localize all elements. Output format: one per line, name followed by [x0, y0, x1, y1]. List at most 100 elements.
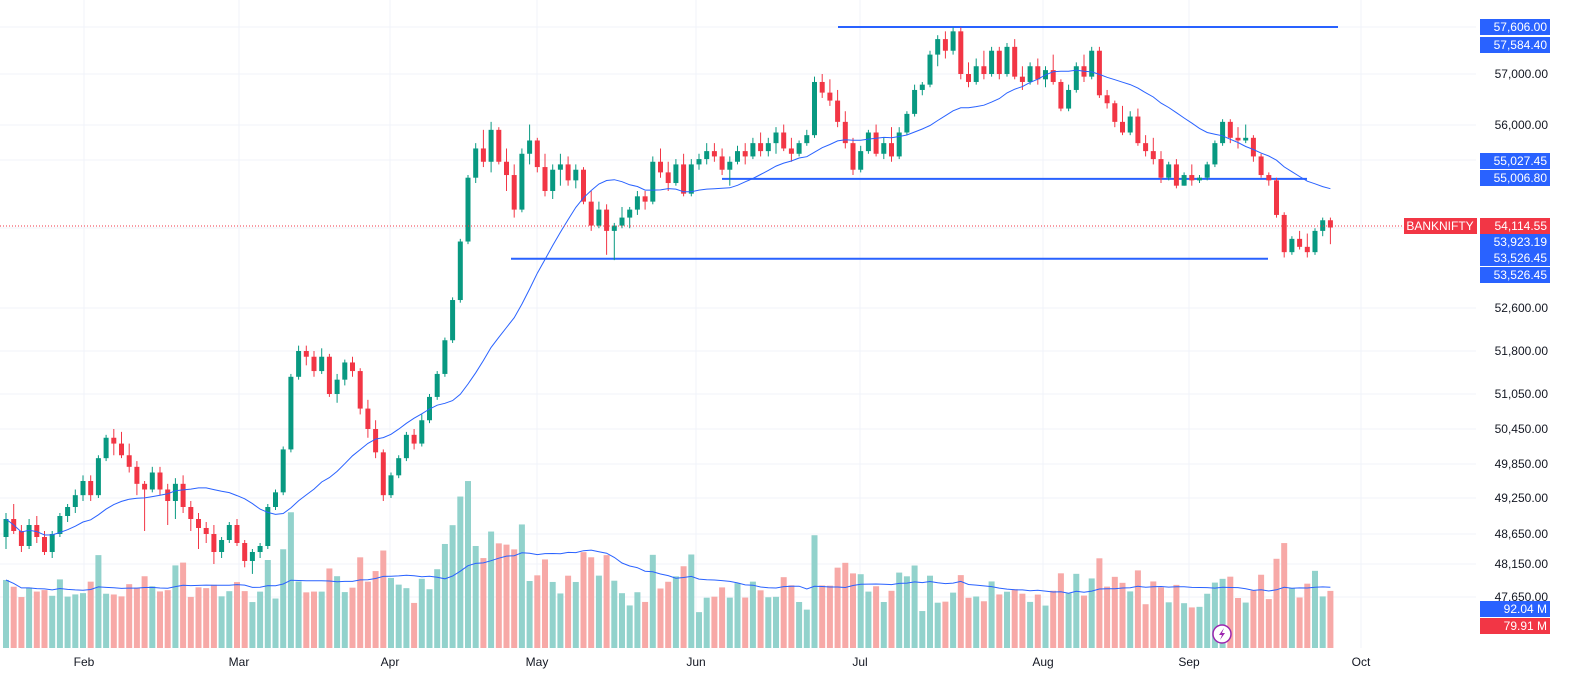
candle[interactable] [634, 191, 640, 215]
candle[interactable] [1212, 140, 1218, 168]
candle[interactable] [1250, 135, 1256, 162]
candle[interactable] [504, 148, 509, 191]
candle[interactable] [581, 167, 586, 205]
candle[interactable] [1135, 108, 1141, 146]
candle[interactable] [711, 143, 717, 162]
candle[interactable] [527, 124, 533, 165]
candle[interactable] [311, 351, 317, 377]
candle[interactable] [788, 137, 794, 162]
candle[interactable] [1327, 217, 1333, 245]
candle[interactable] [103, 434, 109, 462]
candle[interactable] [234, 519, 240, 546]
candle[interactable] [1096, 46, 1102, 98]
candle[interactable] [850, 137, 856, 176]
candle[interactable] [411, 429, 417, 450]
candle[interactable] [942, 31, 948, 59]
candle[interactable] [819, 74, 825, 98]
candle[interactable] [1197, 175, 1202, 184]
candle[interactable] [365, 399, 371, 438]
candle[interactable] [989, 46, 995, 77]
candle[interactable] [912, 84, 918, 117]
candle[interactable] [257, 543, 263, 558]
candle[interactable] [126, 443, 132, 473]
candle[interactable] [1120, 105, 1125, 136]
candle[interactable] [357, 368, 363, 415]
candle[interactable] [973, 58, 979, 85]
candle[interactable] [72, 489, 78, 514]
candle[interactable] [511, 164, 517, 218]
candle[interactable] [119, 431, 124, 459]
candle[interactable] [80, 475, 86, 501]
candle[interactable] [1081, 54, 1087, 82]
candle[interactable] [1012, 39, 1018, 80]
candle[interactable] [704, 143, 710, 165]
candle[interactable] [858, 145, 864, 173]
candle[interactable] [1143, 135, 1149, 157]
candle[interactable] [1243, 124, 1249, 144]
price-axis[interactable]: 58,800.0057,000.0056,000.0052,600.0051,8… [1495, 20, 1549, 604]
candle[interactable] [326, 353, 332, 397]
candle[interactable] [996, 46, 1002, 80]
candle[interactable] [142, 481, 148, 531]
candle[interactable] [688, 159, 694, 197]
candle[interactable] [966, 62, 971, 88]
candle[interactable] [49, 531, 55, 558]
candle[interactable] [519, 148, 525, 213]
candle[interactable] [981, 50, 987, 80]
candle[interactable] [927, 50, 933, 88]
candle[interactable] [1320, 217, 1326, 237]
candle[interactable] [611, 222, 617, 261]
candle[interactable] [619, 206, 625, 229]
candle[interactable] [280, 446, 286, 496]
candle[interactable] [1181, 172, 1187, 186]
candle[interactable] [1073, 62, 1079, 93]
candles[interactable] [3, 27, 1333, 574]
candle[interactable] [727, 156, 733, 186]
candle[interactable] [388, 472, 394, 499]
candle[interactable] [480, 129, 486, 168]
candle[interactable] [665, 161, 671, 191]
candle[interactable] [773, 127, 779, 154]
candle[interactable] [1235, 127, 1241, 149]
candle[interactable] [134, 461, 140, 496]
candle[interactable] [465, 175, 471, 245]
candle[interactable] [758, 132, 764, 157]
candle[interactable] [1004, 42, 1010, 77]
candle[interactable] [696, 153, 702, 170]
candle[interactable] [3, 513, 9, 549]
candle[interactable] [588, 191, 594, 231]
candle[interactable] [1289, 236, 1295, 255]
candle[interactable] [1019, 66, 1025, 90]
candle[interactable] [812, 76, 817, 138]
candle[interactable] [319, 348, 325, 374]
candle[interactable] [450, 297, 456, 343]
candle[interactable] [919, 81, 925, 96]
candle[interactable] [550, 164, 556, 199]
candle[interactable] [1258, 153, 1264, 178]
candle[interactable] [658, 148, 663, 178]
candle[interactable] [1027, 62, 1033, 85]
candle[interactable] [650, 156, 656, 205]
candle[interactable] [18, 525, 24, 552]
candle[interactable] [904, 111, 910, 136]
candle[interactable] [1266, 172, 1272, 186]
horizontal-levels[interactable] [511, 26, 1338, 260]
candle[interactable] [1158, 151, 1164, 184]
candle[interactable] [542, 153, 548, 197]
candle[interactable] [1104, 89, 1110, 109]
candle[interactable] [226, 522, 232, 543]
candle[interactable] [157, 466, 163, 496]
candle[interactable] [211, 525, 217, 564]
candle[interactable] [350, 356, 355, 377]
candle[interactable] [1189, 164, 1195, 186]
candle[interactable] [473, 143, 479, 184]
candle[interactable] [1066, 84, 1072, 112]
candle[interactable] [165, 483, 171, 525]
candle[interactable] [1297, 230, 1303, 250]
candle[interactable] [835, 89, 841, 128]
candle[interactable] [958, 27, 964, 80]
candle[interactable] [873, 124, 879, 157]
candle[interactable] [457, 238, 463, 303]
candle[interactable] [172, 478, 178, 519]
candle[interactable] [750, 137, 756, 160]
